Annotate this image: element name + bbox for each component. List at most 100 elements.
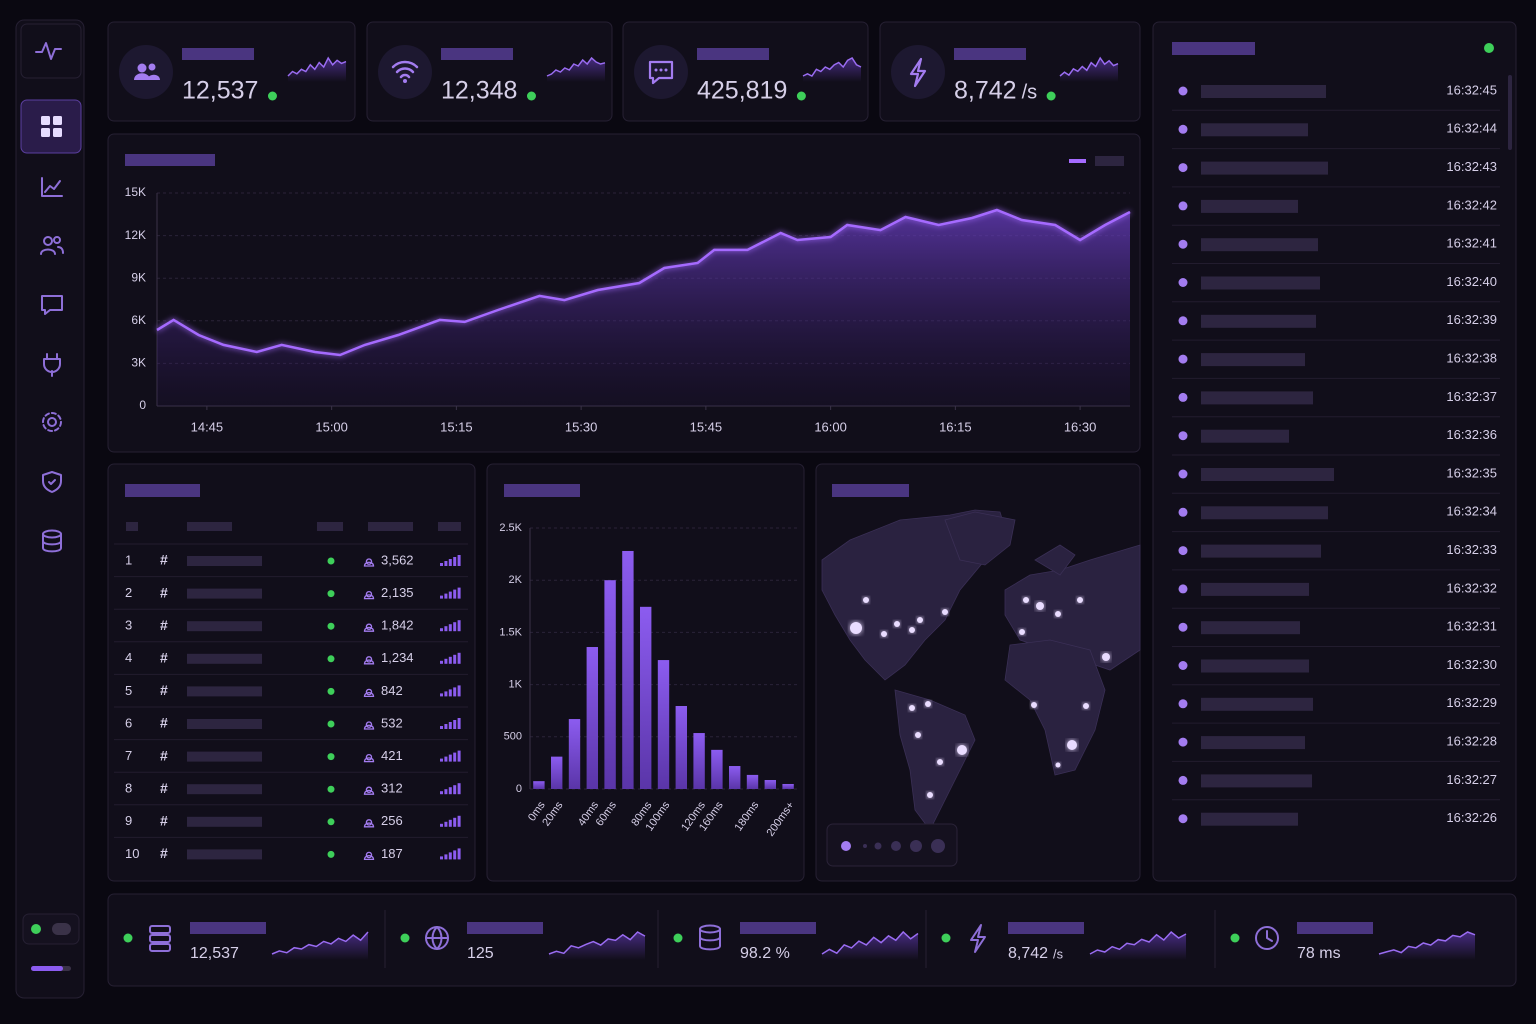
user-count: 2,135 (381, 585, 414, 600)
y-tick-label: 1.5K (499, 626, 522, 638)
stat-icon (699, 924, 721, 951)
user-icon (363, 623, 375, 632)
log-message (1201, 85, 1326, 98)
bar (782, 783, 794, 789)
signal-bar (444, 561, 448, 566)
status-toggle[interactable] (22, 913, 80, 945)
signal-bar (440, 791, 443, 795)
log-time: 16:32:39 (1446, 312, 1497, 327)
server-status (327, 753, 335, 761)
sparkline (802, 57, 862, 77)
bar (551, 756, 563, 789)
signal-bar (440, 628, 443, 632)
bar (693, 733, 705, 789)
server-status (327, 622, 335, 630)
kpi-card (107, 21, 356, 122)
kpi-status (267, 91, 277, 101)
stat-value-unit: /s (1053, 946, 1063, 961)
log-dot (1178, 354, 1188, 364)
signal-bar (457, 750, 461, 762)
log-time: 16:32:32 (1446, 580, 1497, 595)
signal-bar (453, 589, 457, 599)
nav-analytics[interactable] (41, 177, 63, 197)
continent (894, 689, 976, 831)
stat-label (467, 922, 543, 934)
user-count: 187 (381, 846, 403, 861)
nav-users[interactable] (40, 236, 64, 255)
nav-settings[interactable] (42, 412, 62, 432)
bar (764, 780, 776, 789)
server-name (187, 621, 262, 632)
user-icon (363, 786, 375, 795)
continent (1004, 639, 1106, 776)
nav-dashboard[interactable] (20, 99, 82, 154)
bar (640, 606, 652, 789)
bar (711, 749, 723, 789)
stat-status (400, 933, 410, 943)
signal-bar (448, 689, 452, 697)
kpi-value: 12,348 (441, 77, 517, 105)
bar (533, 781, 545, 789)
log-time: 16:32:26 (1446, 810, 1497, 825)
y-tick-label: 9K (131, 270, 146, 284)
bar (729, 766, 741, 789)
server-name (187, 556, 262, 566)
signal-bar (440, 856, 443, 860)
map-dot (909, 705, 915, 711)
continent (944, 511, 1016, 566)
user-icon (363, 590, 375, 600)
signal-bar (453, 654, 457, 664)
nav-integrations[interactable] (43, 353, 61, 377)
signal-bar (448, 656, 452, 664)
map-dot (1067, 740, 1077, 750)
map-dot (1083, 703, 1089, 709)
signal-bar (444, 821, 448, 827)
kpi-card (622, 21, 869, 122)
map-dot (937, 759, 943, 765)
signal-bar (448, 819, 452, 827)
map-dot (917, 617, 923, 623)
signal-bar (444, 658, 448, 664)
bar (657, 660, 670, 789)
signal-bar (448, 559, 452, 566)
log-dot (1178, 316, 1188, 326)
y-tick-label: 3K (131, 356, 146, 370)
kpi-value: 8,742 (954, 77, 1017, 105)
user-icon (363, 819, 375, 828)
legend-dot (931, 839, 945, 853)
progress-fill (31, 966, 63, 971)
x-tick-label: 15:15 (440, 419, 473, 434)
signal-bar (440, 823, 443, 827)
log-message (1201, 468, 1334, 481)
map-dot (1055, 762, 1061, 768)
map-dot (850, 622, 862, 634)
log-dot (1178, 163, 1188, 173)
y-tick-label: 2.5K (499, 522, 522, 534)
stat-value: 98.2 % (740, 945, 790, 962)
log-message (1201, 736, 1305, 750)
rank: 3 (125, 618, 132, 633)
hash: # (160, 552, 168, 568)
log-time: 16:32:45 (1446, 82, 1497, 97)
signal-bar (444, 854, 448, 860)
nav-database[interactable] (42, 529, 62, 553)
x-tick-label: 16:00 (814, 419, 847, 434)
signal-bar (444, 593, 448, 599)
x-tick-label: 15:30 (565, 419, 598, 434)
log-message (1201, 199, 1298, 213)
rank: 7 (125, 748, 132, 763)
stats-bar (107, 893, 1517, 987)
log-dot (1178, 737, 1188, 747)
log-title (1172, 42, 1255, 55)
user-icon (363, 721, 375, 730)
scrollbar (1508, 75, 1512, 150)
log-message (1201, 544, 1321, 558)
sparkline (821, 930, 919, 955)
legend-dot (891, 841, 901, 851)
nav-security[interactable] (42, 471, 62, 493)
bar (604, 580, 616, 789)
nav-messages[interactable] (41, 295, 63, 315)
server-name (187, 686, 262, 697)
map-dot (1055, 611, 1061, 617)
kpi-label (697, 48, 769, 60)
